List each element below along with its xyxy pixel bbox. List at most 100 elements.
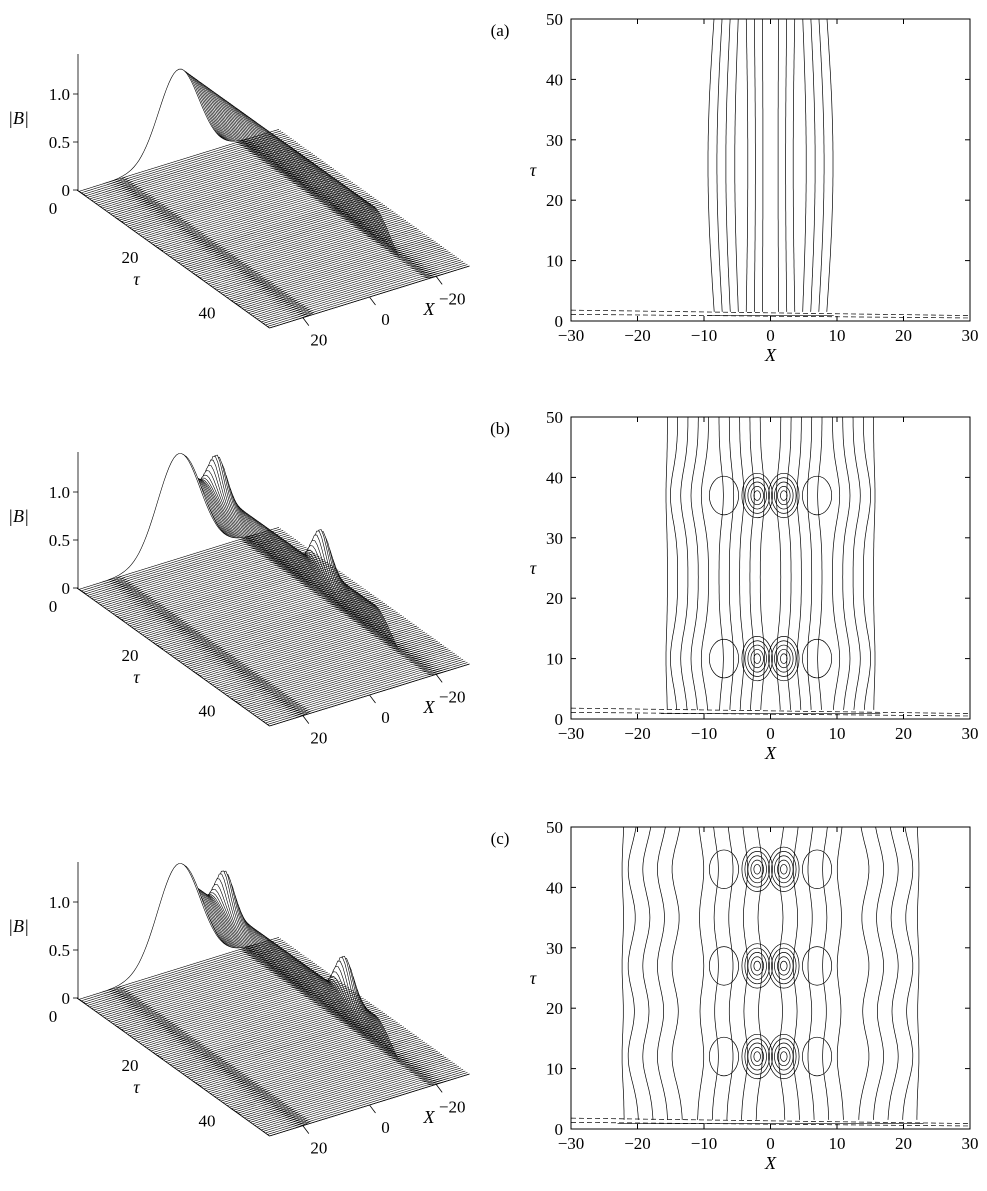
z-axis-title: |B| — [8, 916, 29, 936]
tau-tick-label: 40 — [199, 1111, 216, 1130]
x-tick-label: 0 — [766, 326, 775, 345]
y-axis-title: τ — [530, 160, 537, 180]
contour-line — [806, 417, 813, 710]
tau-tick — [153, 642, 164, 650]
contour-line — [902, 826, 914, 1120]
contour-loop — [753, 490, 761, 501]
contour-line — [671, 826, 683, 1120]
contour-loop — [774, 855, 794, 884]
contour-loop — [771, 477, 797, 514]
contour-loop — [750, 1046, 764, 1067]
contour-line — [741, 826, 748, 1120]
z-axis-title: |B| — [8, 108, 29, 128]
x-tick-label: 30 — [962, 326, 979, 345]
contour-loop — [741, 846, 773, 892]
contour-line — [862, 416, 871, 710]
contour-line — [711, 826, 719, 1120]
x-axis-title: X — [764, 1153, 777, 1173]
contour-loop — [777, 649, 791, 669]
contour-loop — [768, 943, 800, 989]
contour-loop — [774, 952, 794, 980]
x-tick-label: 10 — [829, 1134, 846, 1153]
tau-tick — [76, 997, 87, 1005]
contour-plot-a: −30 −20 −10 0 10 20 30 0 10 20 30 40 50 Xτ (a) — [491, 10, 979, 365]
contour-loop — [771, 640, 797, 677]
tau-tick-label: 40 — [199, 701, 216, 720]
contour-line — [670, 416, 679, 710]
y-tick-label: 30 — [546, 529, 563, 548]
contour-loop — [768, 846, 800, 892]
contour-line — [802, 18, 807, 312]
x-tick-label: −20 — [439, 289, 466, 308]
x-tick — [302, 715, 310, 724]
z-tick-label: 0.5 — [49, 941, 70, 960]
tau-tick — [153, 244, 164, 252]
y-tick-label: 30 — [546, 939, 563, 958]
contour-line — [887, 826, 899, 1120]
tau-tick — [230, 1108, 241, 1115]
plot-frame — [570, 18, 971, 322]
contour-loop — [744, 1038, 770, 1075]
tau-minor-tick — [115, 615, 125, 622]
x-tick-label: 0 — [381, 1118, 390, 1137]
contour-loop — [741, 943, 773, 989]
contour-loop — [750, 649, 764, 669]
contour-line — [777, 19, 779, 312]
tau-tick-label: 20 — [122, 1056, 139, 1075]
contour-lines — [665, 416, 876, 710]
y-tick-label: 30 — [546, 131, 563, 150]
y-tick-label: 0 — [555, 312, 564, 331]
z-tick-label: 0.5 — [49, 531, 70, 550]
contour-line — [826, 18, 834, 312]
contour-line — [842, 417, 851, 710]
x-tick-label: 20 — [895, 724, 912, 743]
contour-line — [778, 826, 786, 1120]
contour-line — [873, 417, 876, 710]
contour-line — [718, 417, 724, 710]
contour-loop — [777, 1046, 791, 1067]
x-tick-label: 20 — [310, 1139, 327, 1158]
x-tick-label: 10 — [829, 724, 846, 743]
contour-line — [818, 18, 825, 312]
contour-line — [916, 826, 920, 1120]
y-tick-label: 20 — [546, 589, 563, 608]
surface-trace-c — [78, 863, 279, 1000]
x-tick-label: −30 — [558, 724, 585, 743]
z-tick-label: 0 — [62, 579, 71, 598]
contour-line — [642, 826, 654, 1120]
contour-loop — [771, 947, 797, 985]
x-tick-label: 20 — [895, 326, 912, 345]
contour-loop — [708, 946, 739, 986]
contour-line — [734, 18, 739, 312]
contour-loop — [802, 946, 833, 986]
x-tick — [435, 674, 443, 683]
surface-plot-b: 0 0.5 1.0 |B| 0 20 40 τ −20 0 20 X — [8, 452, 470, 748]
contour-loop — [750, 956, 764, 976]
contour-line — [707, 18, 715, 312]
contour-loop — [780, 490, 788, 501]
contour-loop — [768, 472, 800, 519]
y-tick-label: 0 — [555, 1120, 564, 1139]
z-axis-title: |B| — [8, 506, 29, 526]
dashed-line — [570, 712, 971, 717]
contour-line — [793, 826, 800, 1120]
z-tick-label: 1.0 — [49, 85, 70, 104]
x-tick-label: 0 — [381, 708, 390, 727]
contour-loop — [771, 851, 797, 888]
contour-loop — [771, 1038, 797, 1075]
contour-loop — [802, 849, 833, 889]
contour-loop — [753, 653, 761, 664]
x-tick — [369, 1104, 376, 1114]
contour-line — [759, 417, 765, 710]
contour-loop — [774, 481, 794, 510]
x-tick-label: 30 — [962, 724, 979, 743]
y-tick-label: 50 — [546, 408, 563, 427]
x-axis-title: X — [423, 1107, 436, 1127]
contour-line — [762, 19, 764, 312]
contour-loop — [708, 1036, 739, 1077]
y-tick-label: 50 — [546, 10, 563, 29]
y-tick-label: 20 — [546, 999, 563, 1018]
y-tick-label: 50 — [546, 818, 563, 837]
dashed-line — [570, 1117, 971, 1124]
x-tick-label: 0 — [766, 724, 775, 743]
